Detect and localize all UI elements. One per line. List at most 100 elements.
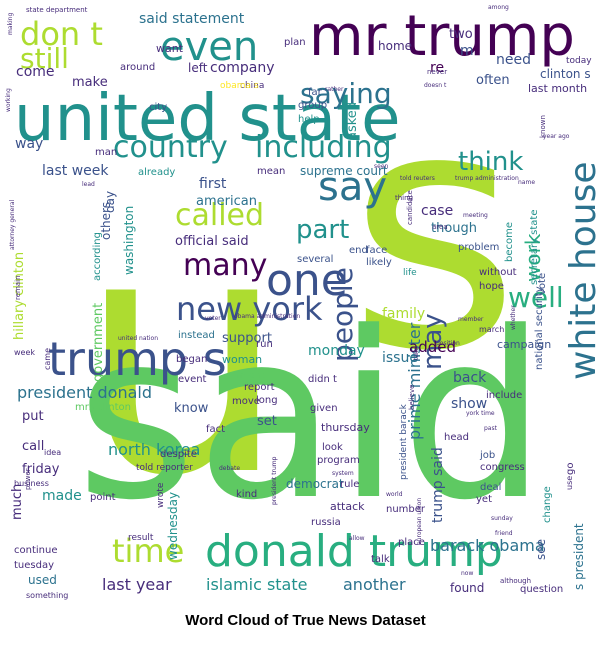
word-show: show [451, 396, 487, 412]
word-whether: whether [510, 305, 517, 330]
word-added: added [409, 338, 456, 356]
word-making: making [7, 13, 14, 35]
word-thing: thing [395, 194, 413, 202]
word-state-department: state department [26, 6, 88, 14]
word-report: report [244, 382, 275, 393]
word-past: past [484, 425, 498, 432]
word-trump-said: trump said [430, 447, 446, 523]
word-made: made [42, 488, 82, 504]
word-life: life [403, 268, 417, 278]
word-say: say [318, 164, 387, 210]
word-m: m [460, 43, 474, 59]
word-voter: voter [205, 315, 221, 322]
word-another: another [343, 575, 406, 594]
word-now: now [461, 570, 473, 577]
word-hillary-clinton: hillary clinton [12, 252, 27, 340]
word-may: may [418, 313, 448, 370]
word-russia: russia [311, 517, 341, 528]
word-much: much [10, 484, 25, 520]
word-yet: yet [476, 494, 492, 505]
word-began: began [176, 354, 207, 365]
figure-caption: Word Cloud of True News Dataset [185, 612, 426, 629]
word-case: case [421, 203, 453, 219]
word-way: way [15, 136, 43, 152]
word-help: help [298, 114, 320, 125]
word-obama-administration: obama administration [234, 313, 300, 320]
word-take: take [413, 347, 420, 360]
word-man: man [95, 147, 117, 158]
word-use: use [565, 476, 574, 490]
word-city: city [149, 102, 167, 113]
word-secretary-state: secretary state [529, 210, 540, 286]
word-number: number [386, 504, 426, 515]
word-long: long [256, 395, 278, 406]
word-time: time [112, 532, 184, 570]
word-point: point [90, 492, 116, 503]
word-including: including [255, 130, 392, 165]
word-change: change [542, 486, 553, 523]
word-work: work [521, 233, 545, 282]
word-go: go [565, 463, 576, 475]
word-used: used [28, 573, 57, 587]
word-year-ago: year ago [543, 133, 570, 140]
word-talk: talk [371, 554, 390, 565]
word-issue: issue [382, 350, 418, 366]
word-don-t: don t [20, 15, 103, 53]
word-home: home [378, 39, 412, 53]
word-event: event [178, 374, 207, 385]
word-around: around [120, 62, 155, 73]
word-last-week: last week [42, 163, 109, 179]
word-white-house: white house [563, 161, 604, 380]
word-world: world [386, 491, 403, 498]
word-trump-s: trump s [48, 332, 227, 386]
word-according: according [92, 232, 103, 281]
word-might: might [236, 370, 265, 381]
word-north-korea: north korea [108, 440, 200, 459]
word-run: run [256, 339, 273, 350]
word-today: today [566, 56, 592, 66]
word-support: support [222, 331, 272, 346]
word-business: business [14, 479, 49, 488]
word-despite: despite [160, 449, 197, 460]
word-european-union: european union [416, 498, 423, 545]
word-re: re [430, 60, 444, 76]
word-came: came [43, 348, 52, 370]
word-supreme-court: supreme court [300, 164, 388, 178]
word-last-year: last year [102, 575, 172, 594]
word-s: s [348, 39, 520, 423]
word-given: given [310, 403, 338, 414]
word-country: country [113, 130, 228, 165]
word-something: something [26, 591, 68, 600]
word-see: see [534, 539, 548, 560]
word-make: make [72, 75, 108, 90]
word-attack: attack [330, 500, 365, 513]
word-friend: friend [495, 530, 513, 537]
word-result: result [128, 533, 154, 543]
word-tuesday: tuesday [14, 560, 54, 571]
word-friday: friday [22, 462, 60, 477]
word-campaign: campaign [497, 338, 551, 351]
word-first: first [199, 176, 227, 192]
word-democrat: democrat [286, 477, 344, 491]
word-often: often [476, 73, 510, 88]
word-plan: plan [284, 37, 306, 48]
word-trump-administration: trump administration [455, 175, 519, 182]
word-look: look [322, 442, 343, 453]
word-still: still [20, 42, 69, 75]
word-clinton-s: clinton s [540, 67, 591, 81]
word-american: american [196, 194, 257, 209]
word-government: government [91, 303, 106, 382]
word-problem: problem [458, 242, 499, 253]
word-without: without [479, 267, 517, 278]
word-far: far [308, 87, 323, 98]
word-said: said [76, 284, 547, 551]
word-end: end [349, 245, 368, 256]
word-told-reuters: told reuters [400, 175, 435, 182]
word-thursday: thursday [321, 421, 370, 434]
word-company: company [210, 60, 275, 76]
word-rather: rather [325, 86, 344, 93]
word-day: day [103, 191, 117, 213]
word-obama-s: obama s [220, 81, 259, 91]
word-seen: seen [374, 163, 389, 170]
word-already: already [138, 167, 175, 178]
